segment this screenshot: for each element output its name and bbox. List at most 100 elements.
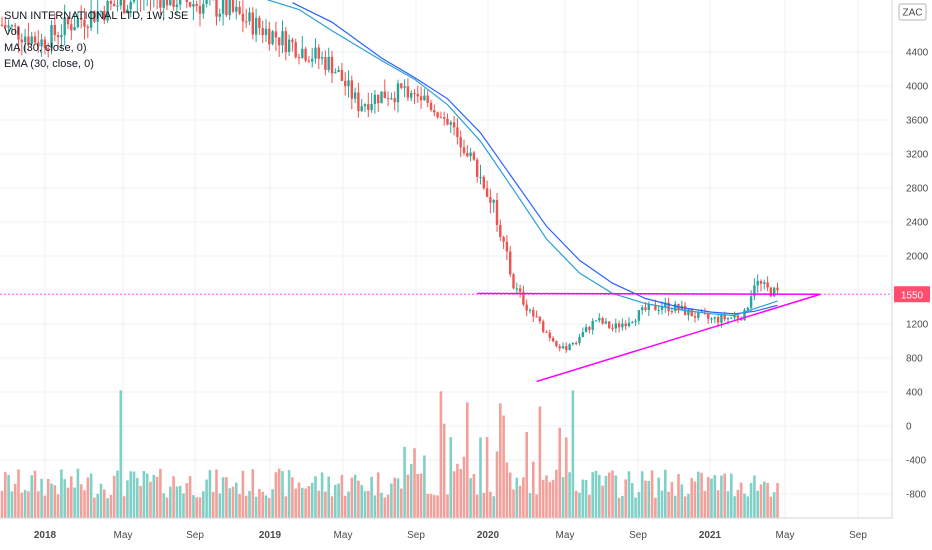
candle-body xyxy=(377,94,380,104)
candle-body xyxy=(301,48,304,58)
candle-body xyxy=(482,176,485,189)
candle-body xyxy=(126,9,129,14)
volume-bar xyxy=(479,437,482,518)
volume-bar xyxy=(442,423,446,518)
candle-body xyxy=(380,91,383,104)
candle-body xyxy=(667,302,670,312)
volume-bar xyxy=(258,489,261,518)
volume-bar xyxy=(538,406,542,518)
volume-bar xyxy=(96,493,99,518)
candle-body xyxy=(165,0,169,6)
volume-bar xyxy=(314,476,317,518)
candle-body xyxy=(192,4,195,7)
price-tick-label: 2400 xyxy=(906,218,929,229)
volume-bar xyxy=(462,456,466,518)
candle-body xyxy=(113,3,116,7)
candle-body xyxy=(53,25,56,36)
candle-body xyxy=(400,83,403,88)
legend-ema[interactable]: EMA (30, close, 0) xyxy=(4,58,94,70)
volume-bar xyxy=(650,470,654,518)
volume-bar xyxy=(452,471,456,518)
volume-bar xyxy=(413,448,416,518)
volume-bar xyxy=(515,477,519,518)
volume-bar xyxy=(677,474,680,518)
volume-bar xyxy=(103,489,106,518)
candle-body xyxy=(347,80,350,87)
volume-bar xyxy=(149,481,152,518)
volume-bar xyxy=(182,493,185,518)
candle-body xyxy=(278,37,281,46)
volume-bar xyxy=(93,497,96,518)
ema30-line xyxy=(266,0,778,317)
candle-body xyxy=(327,56,330,70)
volume-bar xyxy=(611,470,614,518)
candle-body xyxy=(756,280,759,286)
candle-body xyxy=(551,338,555,342)
volume-bar xyxy=(759,484,763,518)
candle-body xyxy=(195,4,198,7)
symbol-title[interactable]: SUN INTERNATIONAL LTD, 1W, JSE xyxy=(4,10,189,22)
grid-lines xyxy=(0,0,892,518)
candle-body xyxy=(304,48,307,61)
candle-body xyxy=(426,95,429,103)
candle-body xyxy=(264,28,268,36)
candle-body xyxy=(611,327,614,329)
volume-bar xyxy=(604,475,608,518)
candle-body xyxy=(604,321,608,324)
candle-body xyxy=(7,25,10,28)
volume-bar xyxy=(660,490,664,518)
volume-bar xyxy=(637,492,641,518)
volume-bar xyxy=(337,483,340,518)
time-tick-label: 2019 xyxy=(259,530,282,541)
candle-body xyxy=(14,25,17,27)
candle-body xyxy=(479,176,482,178)
candle-body xyxy=(251,12,254,35)
candle-body xyxy=(350,80,353,99)
volume-bar xyxy=(482,492,486,518)
candle-body xyxy=(637,310,641,321)
volume-bar xyxy=(439,391,443,518)
candle-body xyxy=(535,316,538,318)
candle-body xyxy=(344,80,347,87)
volume-bar xyxy=(142,471,146,518)
volume-bar xyxy=(703,491,707,518)
time-tick-label: 2020 xyxy=(477,530,500,541)
volume-bar xyxy=(175,486,179,518)
candle-body xyxy=(439,117,443,119)
candle-body xyxy=(749,296,753,308)
volume-bar xyxy=(607,472,611,518)
volume-bar xyxy=(119,390,123,518)
candle-body xyxy=(324,57,327,70)
price-tick-label: -800 xyxy=(906,490,926,501)
time-tick-label: May xyxy=(556,530,575,541)
volume-bar xyxy=(664,469,667,518)
candle-body xyxy=(664,302,667,307)
candle-body xyxy=(776,287,779,291)
candle-body xyxy=(93,10,96,22)
candle-body xyxy=(393,98,396,103)
volume-bar xyxy=(726,491,730,518)
candle-body xyxy=(159,0,162,8)
volume-bar xyxy=(383,497,387,518)
time-tick-label: May xyxy=(776,530,795,541)
candle-body xyxy=(337,69,340,72)
candle-body xyxy=(287,39,291,53)
volume-bar xyxy=(304,488,307,518)
candle-body xyxy=(56,35,60,38)
volume-bar xyxy=(17,469,20,518)
volume-bar xyxy=(730,473,733,518)
volume-bar xyxy=(37,491,40,518)
legend-ma[interactable]: MA (30, close, 0) xyxy=(4,42,87,54)
volume-bar xyxy=(112,475,116,518)
candle-body xyxy=(383,91,386,99)
candle-body xyxy=(736,315,740,319)
volume-bar xyxy=(129,471,132,518)
price-tick-label: 1200 xyxy=(906,320,929,331)
volume-bar xyxy=(551,479,555,518)
volume-bar xyxy=(350,477,354,518)
legend-vol[interactable]: Vol xyxy=(4,26,20,38)
candle-body xyxy=(449,122,452,125)
candle-body xyxy=(466,152,469,157)
volume-bar xyxy=(317,490,321,518)
